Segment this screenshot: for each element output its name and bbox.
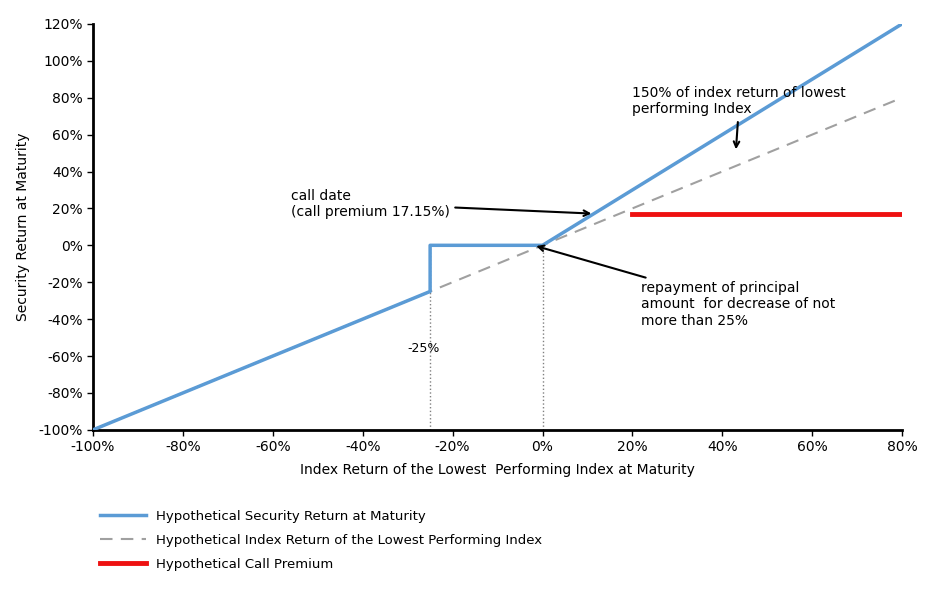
Line: Hypothetical Security Return at Maturity: Hypothetical Security Return at Maturity	[93, 24, 902, 430]
Text: call date
(call premium 17.15%): call date (call premium 17.15%)	[291, 189, 589, 219]
X-axis label: Index Return of the Lowest  Performing Index at Maturity: Index Return of the Lowest Performing In…	[300, 463, 695, 476]
Hypothetical Security Return at Maturity	[424, 288, 435, 295]
Hypothetical Security Return at Maturity	[537, 242, 548, 249]
Y-axis label: Security Return at Maturity: Security Return at Maturity	[16, 133, 30, 321]
Text: 150% of index return of lowest
performing Index: 150% of index return of lowest performin…	[632, 87, 846, 147]
Legend: Hypothetical Security Return at Maturity, Hypothetical Index Return of the Lowes: Hypothetical Security Return at Maturity…	[100, 509, 542, 571]
Hypothetical Security Return at Maturity	[424, 242, 435, 249]
Text: repayment of principal
amount  for decrease of not
more than 25%: repayment of principal amount for decrea…	[538, 245, 836, 328]
Hypothetical Security Return at Maturity	[87, 426, 99, 433]
Hypothetical Call Premium	[627, 210, 638, 217]
Hypothetical Call Premium	[897, 210, 908, 217]
Hypothetical Security Return at Maturity	[897, 20, 908, 27]
Text: -25%: -25%	[407, 342, 440, 355]
